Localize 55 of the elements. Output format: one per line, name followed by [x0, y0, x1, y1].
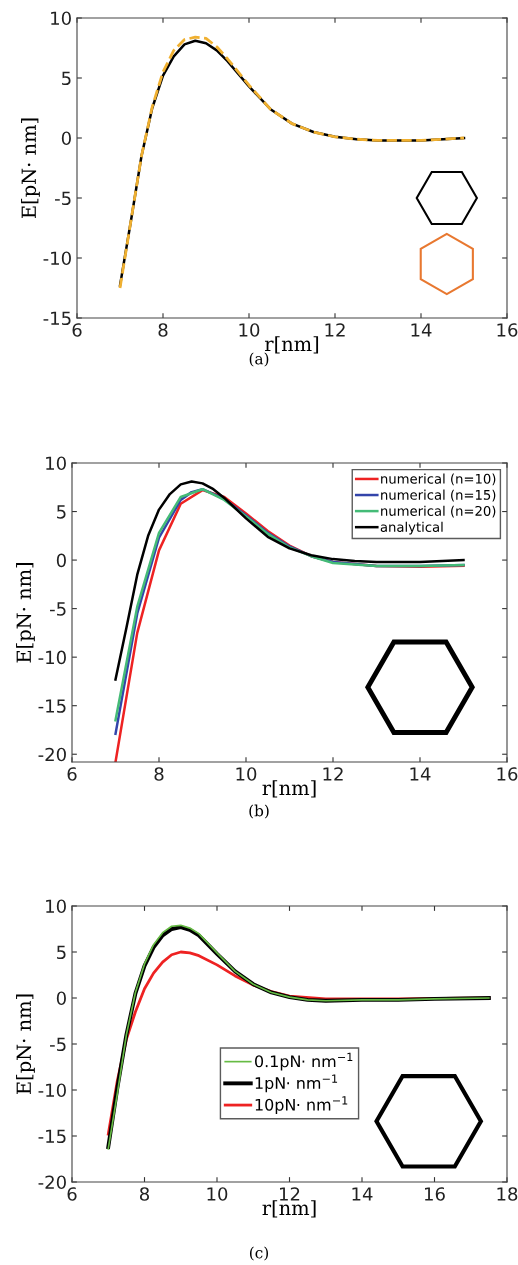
- x-tick-label: 6: [67, 767, 77, 781]
- x-tick-label: 10: [239, 323, 260, 337]
- x-tick-label: 16: [425, 1187, 445, 1201]
- y-tick-label: 5: [62, 71, 71, 86]
- y-tick-label: -15: [38, 699, 66, 713]
- x-tick-label: 16: [497, 767, 518, 781]
- x-tick-label: 14: [410, 767, 431, 781]
- y-tick-label: -10: [38, 1083, 66, 1098]
- x-tick-label: 8: [158, 323, 168, 337]
- x-axis-title: r[nm]: [262, 1200, 316, 1218]
- y-tick-label: 5: [57, 505, 66, 519]
- x-axis-title: r[nm]: [262, 780, 316, 798]
- y-tick-label: 5: [57, 945, 66, 960]
- x-axis-title: r[nm]: [264, 336, 319, 354]
- y-tick-label: -20: [38, 747, 66, 762]
- text: (c): [249, 1246, 269, 1261]
- y-tick-label: -5: [55, 191, 71, 206]
- x-tick-label: 14: [411, 323, 432, 337]
- x-tick-label: 10: [207, 1187, 228, 1201]
- y-tick-label: -20: [38, 1175, 66, 1190]
- x-tick-label: 10: [236, 767, 257, 781]
- x-tick-label: 8: [139, 1187, 150, 1201]
- x-tick-label: 14: [352, 1187, 373, 1201]
- y-axis-title: E[pN· nm]: [16, 563, 35, 663]
- y-tick-label: -5: [50, 1037, 66, 1052]
- y-tick-label: -15: [38, 1129, 66, 1144]
- legend-label: analytical: [380, 521, 443, 535]
- y-axis-title: E[pN· nm]: [21, 118, 40, 218]
- legend-label: numerical (n=10): [381, 473, 496, 486]
- x-tick-label: 16: [497, 323, 518, 337]
- y-tick-label: -5: [50, 602, 66, 616]
- legend-label: 1pN· nm$^{−1}$: [255, 1074, 338, 1093]
- text: (b): [249, 804, 269, 819]
- y-tick-label: 10: [46, 899, 66, 914]
- x-tick-label: 6: [72, 323, 82, 337]
- y-tick-label: -10: [38, 650, 66, 665]
- legend-label: numerical (n=20): [381, 505, 496, 518]
- legend-label: numerical (n=15): [381, 489, 496, 502]
- legend-label: 0.1pN· nm$^{−1}$: [255, 1052, 353, 1071]
- y-tick-label: 0: [61, 131, 71, 146]
- y-tick-label: 10: [51, 11, 71, 26]
- x-tick-label: 12: [280, 1187, 300, 1201]
- y-axis-title: E[pN· nm]: [16, 994, 35, 1094]
- y-tick-label: 0: [56, 991, 66, 1006]
- x-tick-label: 8: [154, 767, 164, 781]
- text: (a): [249, 352, 269, 367]
- y-tick-label: -15: [43, 311, 71, 326]
- x-tick-label: 6: [67, 1187, 77, 1201]
- x-tick-label: 12: [323, 767, 343, 781]
- legend-label: 10pN· nm$^{−1}$: [255, 1096, 348, 1114]
- x-tick-label: 18: [497, 1187, 518, 1201]
- y-tick-label: 0: [56, 553, 66, 568]
- y-tick-label: 10: [46, 456, 66, 471]
- y-tick-label: -10: [43, 251, 71, 266]
- x-tick-label: 12: [325, 323, 345, 337]
